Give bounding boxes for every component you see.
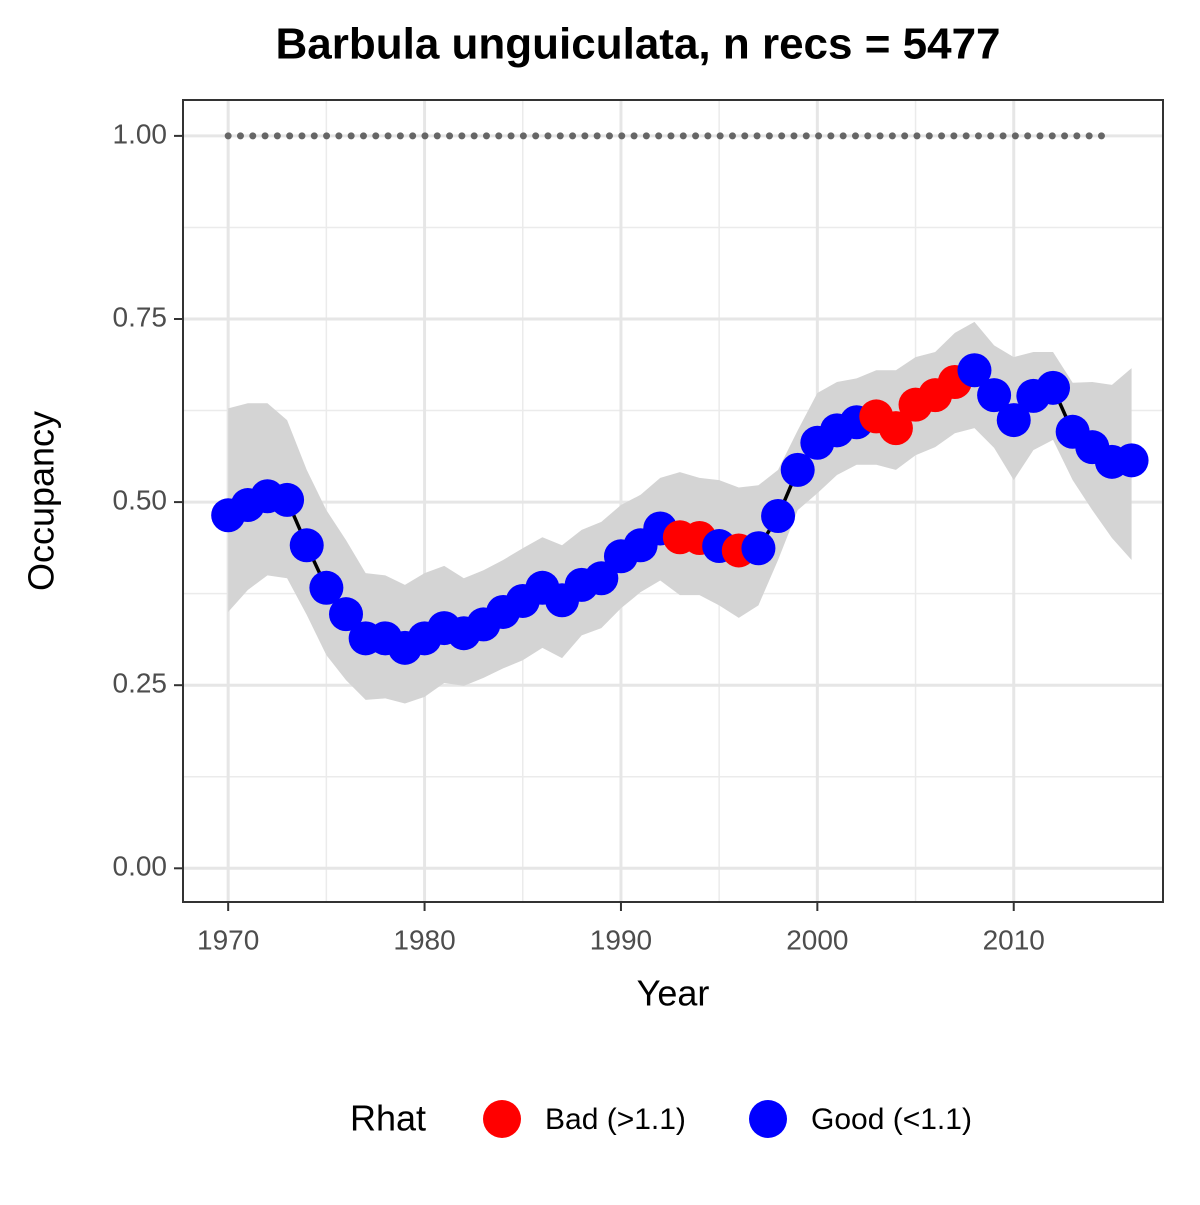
point <box>309 570 344 605</box>
y-tick-label: 0.75 <box>113 301 168 332</box>
point <box>289 528 324 563</box>
point <box>1114 443 1149 478</box>
point <box>977 378 1012 413</box>
chart-title: Barbula unguiculata, n recs = 5477 <box>275 20 1000 69</box>
point <box>741 531 776 566</box>
point <box>996 403 1031 438</box>
x-tick-label: 1980 <box>393 924 455 955</box>
point <box>584 561 619 596</box>
point <box>780 452 815 487</box>
point <box>1036 370 1071 405</box>
legend-swatch <box>749 1100 787 1138</box>
y-tick-label: 0.25 <box>113 668 168 699</box>
legend-swatch <box>483 1100 521 1138</box>
point <box>878 411 913 446</box>
point <box>957 353 992 388</box>
point <box>270 482 305 517</box>
plot-border <box>182 99 1164 903</box>
x-tick-label: 1970 <box>197 924 259 955</box>
y-tick-label: 0.00 <box>113 851 168 882</box>
y-axis-label: Occupancy <box>21 411 62 591</box>
x-axis-label: Year <box>637 973 710 1014</box>
x-tick-label: 2010 <box>983 924 1045 955</box>
legend-label: Good (<1.1) <box>811 1103 972 1136</box>
y-tick-label: 1.00 <box>113 118 168 149</box>
point <box>761 499 796 534</box>
x-tick-label: 1990 <box>590 924 652 955</box>
legend-title: Rhat <box>350 1098 426 1139</box>
x-tick-label: 2000 <box>786 924 848 955</box>
point <box>329 597 364 632</box>
legend-label: Bad (>1.1) <box>545 1103 686 1136</box>
y-tick-label: 0.50 <box>113 484 168 515</box>
